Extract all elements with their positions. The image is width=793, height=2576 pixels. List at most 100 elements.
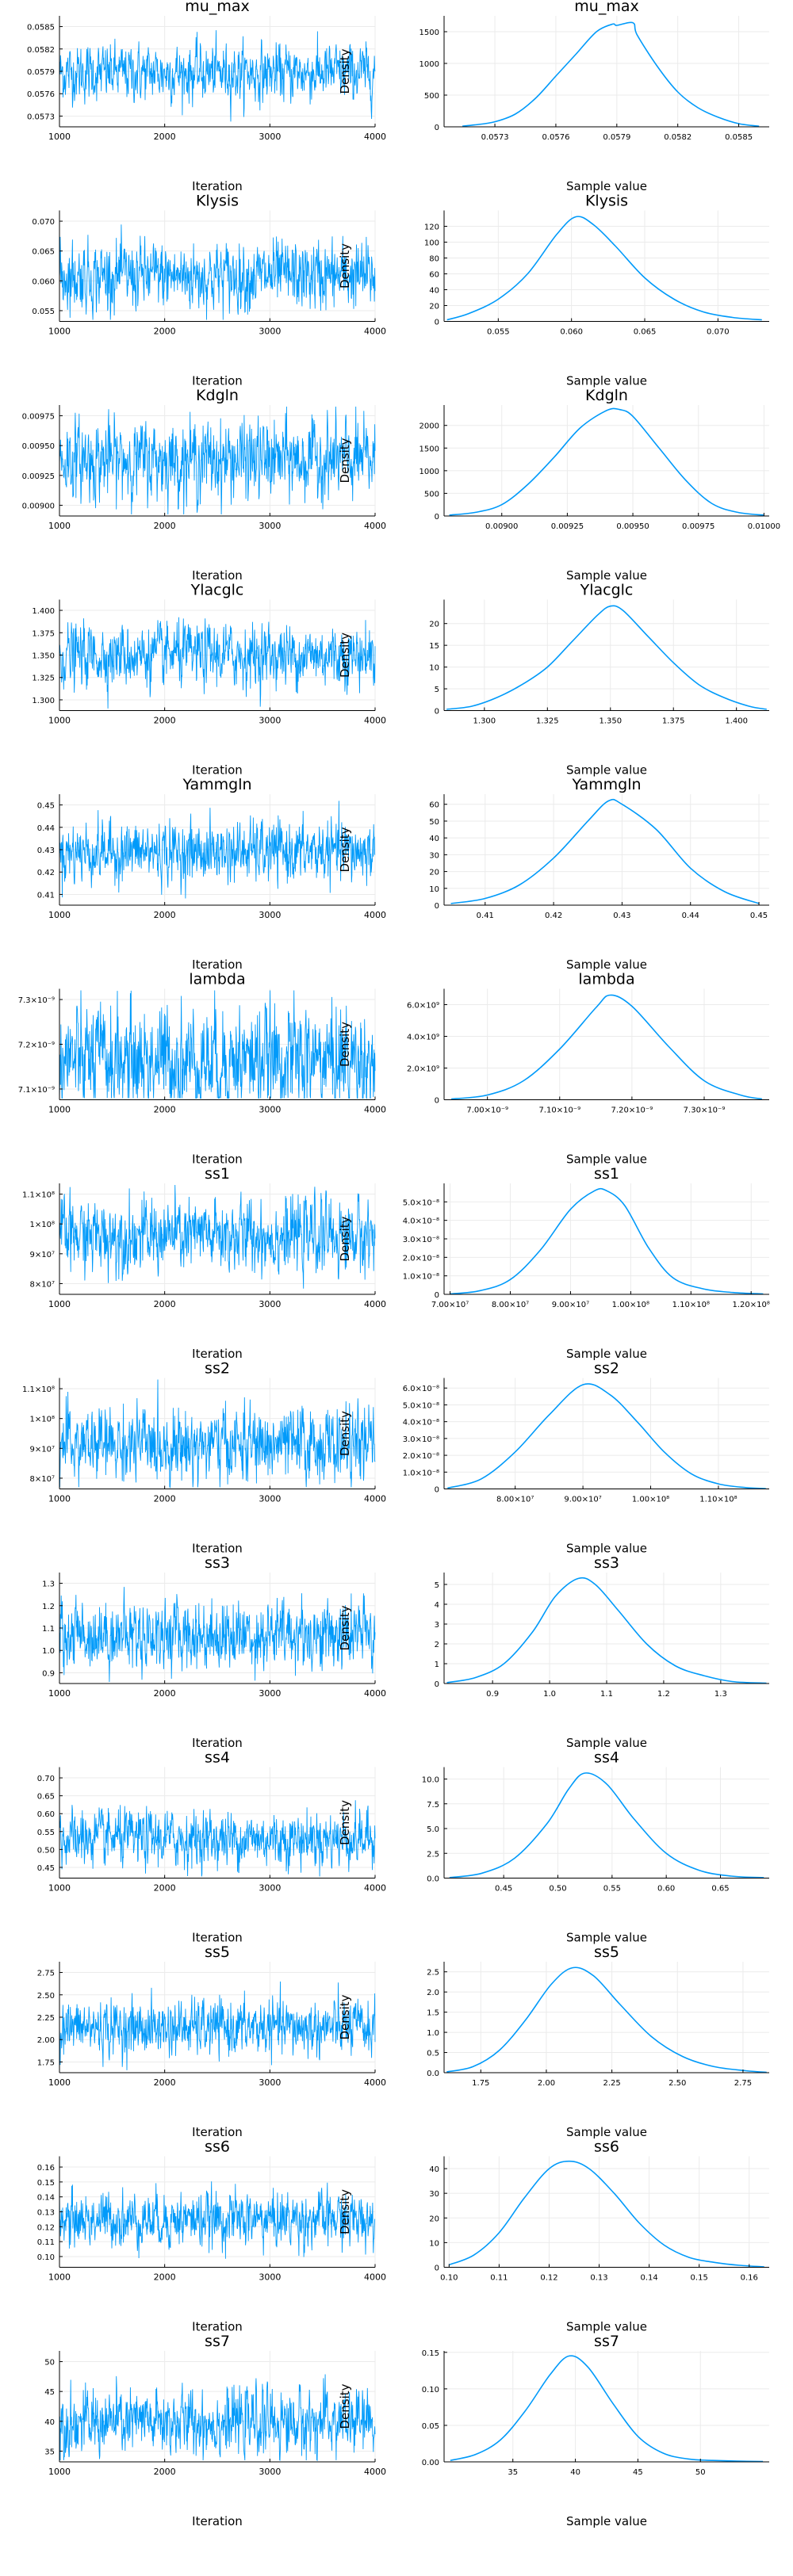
density-y-tick-label: 0.0 — [427, 2070, 439, 2078]
trace-x-tick-label: 4000 — [364, 910, 386, 920]
trace-x-tick-label: 4000 — [364, 1494, 386, 1504]
density-x-axis-label: Sample value — [566, 179, 647, 193]
trace-y-tick-label: 2.00 — [37, 2036, 55, 2045]
density-y-axis-label: Density — [338, 1216, 352, 1261]
density-y-axis-label: Density — [338, 1022, 352, 1067]
density-x-axis-label: Sample value — [566, 568, 647, 583]
trace-x-axis-label: Iteration — [192, 2125, 243, 2139]
density-x-tick-label: 7.00×10⁷ — [431, 1301, 469, 1309]
trace-title: ss6 — [205, 2138, 230, 2156]
density-x-tick-label: 7.20×10⁻⁹ — [611, 1106, 653, 1115]
trace-x-tick-label: 3000 — [259, 910, 281, 920]
trace-x-tick-label: 3000 — [259, 716, 281, 726]
density-series-line — [449, 407, 764, 516]
density-y-tick-label: 4.0×10⁻⁸ — [403, 1217, 439, 1226]
density-y-tick-label: 0.15 — [422, 2349, 439, 2358]
density-series-line — [447, 1383, 766, 1489]
trace-x-tick-label: 4000 — [364, 327, 386, 337]
density-x-tick-label: 0.00900 — [485, 522, 518, 531]
density-y-tick-label: 40 — [429, 287, 439, 296]
density-x-tick-label: 1.00×10⁸ — [632, 1496, 669, 1504]
trace-title: ss2 — [205, 1360, 230, 1378]
trace-x-tick-label: 1000 — [48, 1688, 71, 1699]
trace-x-tick-label: 2000 — [154, 2467, 176, 2477]
trace-x-axis-label: Iteration — [192, 1736, 243, 1750]
trace-series-line — [59, 1587, 376, 1683]
density-y-tick-label: 30 — [429, 851, 439, 860]
density-x-tick-label: 0.50 — [549, 1885, 566, 1894]
density-y-tick-label: 0 — [435, 902, 439, 911]
density-x-tick-label: 1.1 — [600, 1690, 613, 1699]
trace-x-axis-label: Iteration — [192, 957, 243, 972]
trace-y-tick-label: 1.2 — [42, 1603, 55, 1611]
density-y-tick-label: 0 — [435, 513, 439, 522]
trace-x-tick-label: 2000 — [154, 2077, 176, 2088]
trace-y-tick-label: 0.16 — [37, 2164, 55, 2173]
density-y-tick-label: 6.0×10⁻⁸ — [403, 1385, 439, 1393]
trace-y-tick-label: 0.70 — [37, 1775, 55, 1783]
density-y-tick-label: 40 — [429, 2165, 439, 2174]
density-y-tick-label: 3 — [435, 1621, 439, 1630]
density-y-axis-label: Density — [338, 2189, 352, 2234]
density-x-tick-label: 0.11 — [490, 2274, 508, 2283]
density-x-tick-label: 7.10×10⁻⁹ — [538, 1106, 580, 1115]
density-y-tick-label: 1500 — [419, 29, 439, 37]
density-y-tick-label: 0 — [435, 708, 439, 717]
density-y-tick-label: 1.0×10⁻⁸ — [403, 1469, 439, 1477]
density-x-tick-label: 0.070 — [707, 328, 730, 337]
density-x-tick-label: 0.00950 — [616, 522, 649, 531]
density-x-tick-label: 0.14 — [640, 2274, 657, 2283]
density-x-tick-label: 35 — [508, 2468, 518, 2477]
trace-x-axis-label: Iteration — [192, 763, 243, 778]
trace-series-line — [59, 617, 376, 709]
trace-y-tick-label: 7.2×10⁻⁹ — [18, 1041, 55, 1050]
density-series-line — [446, 605, 767, 710]
density-x-tick-label: 8.00×10⁷ — [496, 1496, 534, 1504]
trace-title: Kdgln — [196, 387, 239, 404]
density-x-tick-label: 0.15 — [691, 2274, 708, 2283]
trace-x-tick-label: 2000 — [154, 327, 176, 337]
trace-y-tick-label: 0.65 — [37, 1793, 55, 1802]
trace-y-tick-label: 40 — [44, 2418, 55, 2427]
density-x-tick-label: 9.00×10⁷ — [564, 1496, 601, 1504]
density-x-tick-label: 7.00×10⁻⁹ — [466, 1106, 508, 1115]
trace-x-tick-label: 4000 — [364, 1299, 386, 1309]
density-x-tick-label: 0.00975 — [682, 522, 714, 531]
density-x-tick-label: 45 — [633, 2468, 643, 2477]
density-y-tick-label: 0 — [435, 124, 439, 132]
trace-y-tick-label: 9×10⁷ — [30, 1445, 55, 1454]
density-y-tick-label: 10 — [429, 2239, 439, 2248]
density-x-tick-label: 0.0579 — [603, 133, 630, 142]
density-x-tick-label: 0.44 — [682, 912, 699, 920]
density-x-tick-label: 0.60 — [657, 1885, 675, 1894]
trace-x-tick-label: 4000 — [364, 1105, 386, 1115]
density-x-tick-label: 1.10×10⁸ — [672, 1301, 710, 1309]
density-y-tick-label: 50 — [429, 818, 439, 827]
trace-title: ss4 — [205, 1749, 230, 1767]
density-y-tick-label: 3.0×10⁻⁸ — [403, 1435, 439, 1444]
trace-x-axis-label: Iteration — [192, 1542, 243, 1556]
density-x-tick-label: 0.12 — [540, 2274, 557, 2283]
density-y-tick-label: 2.0×10⁻⁸ — [403, 1452, 439, 1461]
trace-y-tick-label: 0.41 — [37, 891, 55, 900]
trace-y-tick-label: 0.9 — [42, 1669, 55, 1678]
density-y-tick-label: 4.0×10⁻⁸ — [403, 1419, 439, 1428]
trace-title: Yammgln — [182, 776, 251, 793]
trace-series-line — [59, 406, 376, 515]
density-x-tick-label: 2.50 — [668, 2079, 686, 2088]
trace-x-tick-label: 1000 — [48, 132, 71, 142]
density-series-line — [450, 2355, 764, 2463]
trace-x-axis-label: Iteration — [192, 568, 243, 583]
density-y-tick-label: 100 — [424, 239, 439, 248]
density-x-axis-label: Sample value — [566, 2320, 647, 2334]
trace-x-tick-label: 2000 — [154, 1299, 176, 1309]
density-x-tick-label: 1.3 — [714, 1690, 727, 1699]
trace-x-tick-label: 1000 — [48, 1299, 71, 1309]
density-x-tick-label: 1.10×10⁸ — [699, 1496, 737, 1504]
trace-y-tick-label: 1.1×10⁸ — [22, 1191, 55, 1200]
trace-y-tick-label: 7.1×10⁻⁹ — [18, 1086, 55, 1095]
density-y-tick-label: 0 — [435, 1097, 439, 1106]
trace-y-tick-label: 7.3×10⁻⁹ — [18, 996, 55, 1005]
density-y-tick-label: 10 — [429, 664, 439, 673]
